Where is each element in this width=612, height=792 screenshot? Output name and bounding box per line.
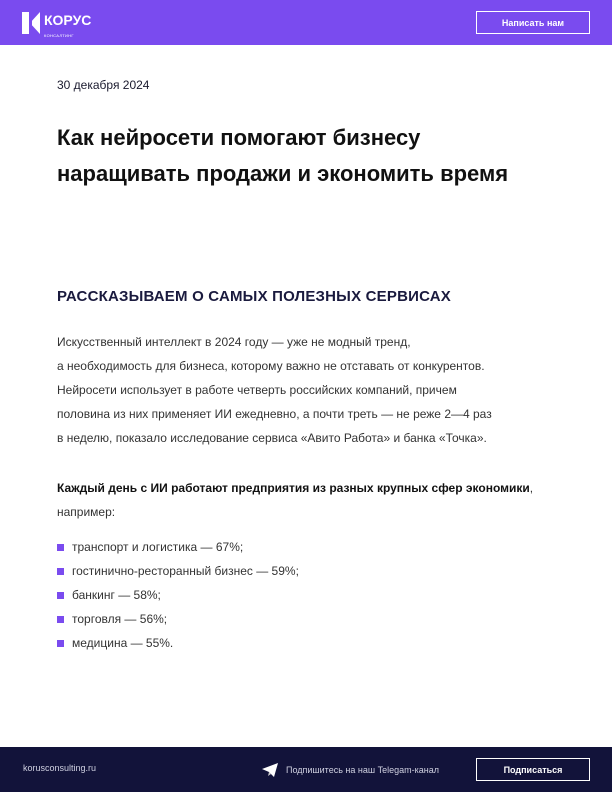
- list-item: транспорт и логистика — 67%;: [57, 535, 299, 559]
- site-link[interactable]: korusconsulting.ru: [23, 763, 97, 773]
- paragraph-line: половина из них применяет ИИ ежедневно, …: [57, 407, 492, 421]
- paragraph-line: а необходимость для бизнеса, которому ва…: [57, 359, 485, 373]
- lead-rest: , например:: [57, 481, 534, 519]
- list-item-text: банкинг — 58%;: [72, 588, 161, 602]
- paragraph-line: Нейросети использует в работе четверть р…: [57, 383, 457, 397]
- logo-text: КОРУС: [44, 12, 92, 28]
- logo[interactable]: КОРУС КОНСАЛТИНГ: [22, 12, 91, 38]
- article-date: 30 декабря 2024: [57, 78, 150, 92]
- bullet-square-icon: [57, 615, 64, 623]
- subscribe-button[interactable]: Подписаться: [476, 758, 590, 781]
- footer: korusconsulting.ru Подпишитесь на наш Te…: [0, 747, 612, 792]
- bullet-square-icon: [57, 591, 64, 599]
- bullet-square-icon: [57, 543, 64, 551]
- logo-sub: КОНСАЛТИНГ: [44, 33, 74, 38]
- list-item: банкинг — 58%;: [57, 583, 299, 607]
- list-item: торговля — 56%;: [57, 607, 299, 631]
- bullet-square-icon: [57, 567, 64, 575]
- logo-mark-icon: [22, 12, 40, 34]
- write-us-button[interactable]: Написать нам: [476, 11, 590, 34]
- list-item: медицина — 55%.: [57, 631, 299, 655]
- list-item-text: торговля — 56%;: [72, 612, 168, 626]
- list-item-text: медицина — 55%.: [72, 636, 174, 650]
- sector-list: транспорт и логистика — 67%; гостинично-…: [57, 535, 299, 655]
- lead-paragraph: Каждый день с ИИ работают предприятия из…: [57, 476, 537, 524]
- paragraph-line: в неделю, показало исследование сервиса …: [57, 431, 487, 445]
- header: КОРУС КОНСАЛТИНГ Написать нам: [0, 0, 612, 45]
- bullet-square-icon: [57, 639, 64, 647]
- list-item: гостинично-ресторанный бизнес — 59%;: [57, 559, 299, 583]
- article-title: Как нейросети помогают бизнесу наращиват…: [57, 125, 509, 186]
- telegram-link[interactable]: Подпишитесь на наш Telegam-канал: [262, 763, 439, 777]
- intro-paragraph: Искусственный интеллект в 2024 году — уж…: [57, 330, 557, 450]
- list-item-text: транспорт и логистика — 67%;: [72, 540, 244, 554]
- telegram-text: Подпишитесь на наш Telegam-канал: [286, 765, 439, 775]
- paragraph-line: Искусственный интеллект в 2024 году — уж…: [57, 335, 411, 349]
- list-item-text: гостинично-ресторанный бизнес — 59%;: [72, 564, 299, 578]
- lead-bold: Каждый день с ИИ работают предприятия из…: [57, 481, 530, 495]
- telegram-icon: [262, 763, 278, 777]
- article-subheading: РАССКАЗЫВАЕМ О САМЫХ ПОЛЕЗНЫХ СЕРВИСАХ: [57, 288, 451, 305]
